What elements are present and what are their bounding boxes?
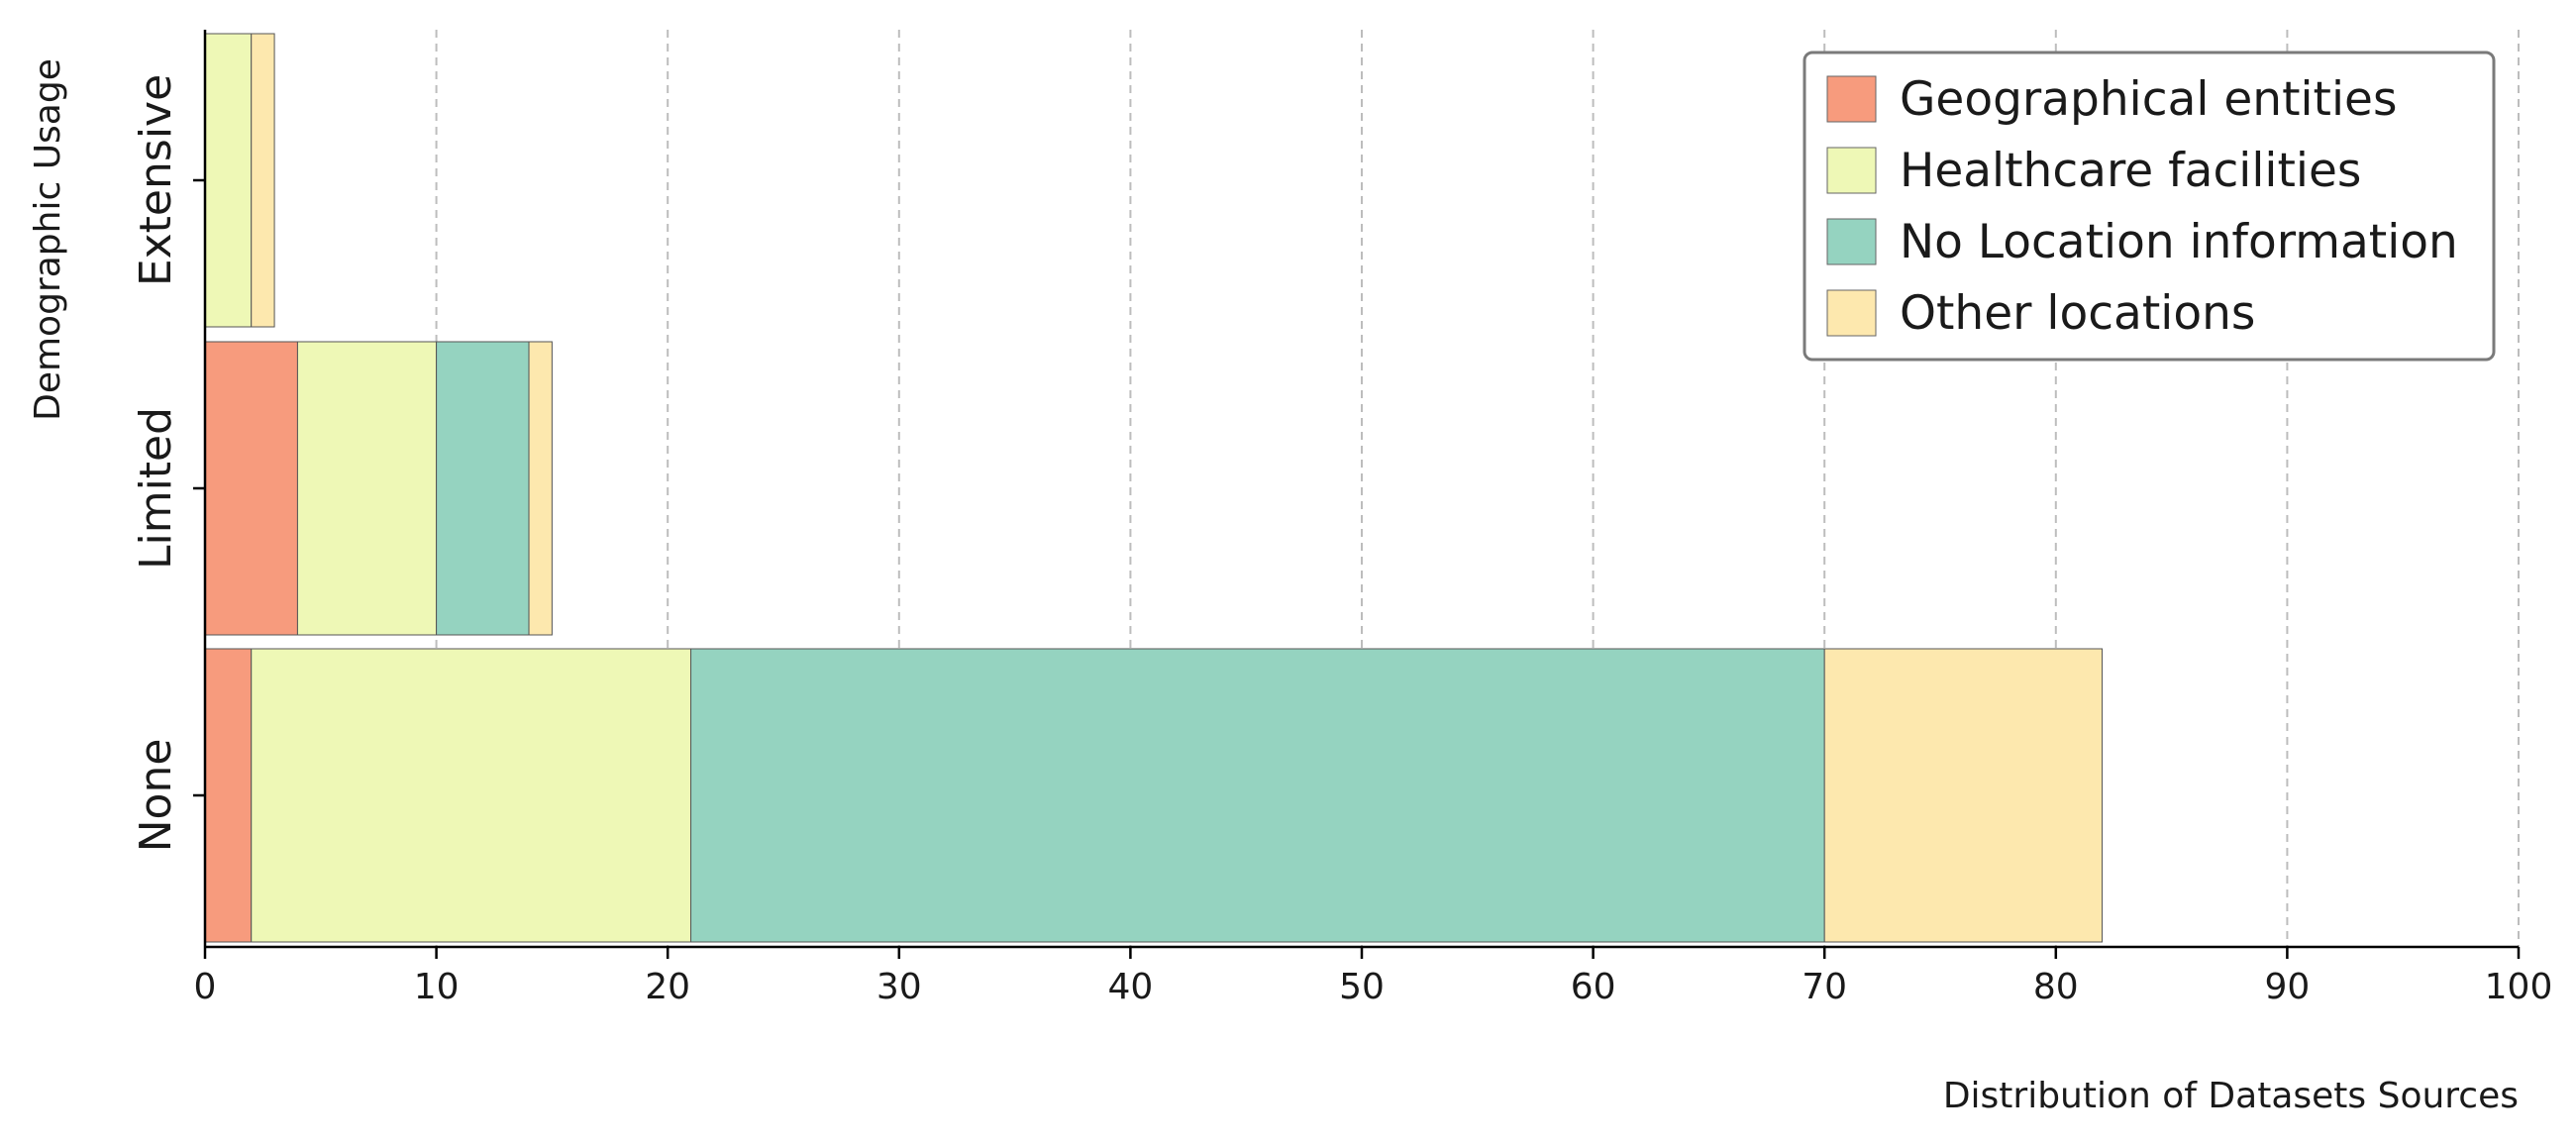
x-tick-label-100: 100: [2485, 967, 2553, 1007]
legend-label-1: Healthcare facilities: [1900, 144, 2361, 198]
y-category-label-extensive: Extensive: [131, 74, 181, 286]
bar-none-series-3: [1823, 648, 2104, 943]
bar-limited-series-1: [296, 341, 438, 636]
y-axis-title: Demographic Usage: [28, 58, 68, 421]
legend-swatch-1: [1826, 147, 1877, 194]
x-tick-label-0: 0: [194, 967, 217, 1007]
x-tick-label-50: 50: [1339, 967, 1385, 1007]
legend-frame: [1803, 51, 2496, 362]
legend-swatch-0: [1826, 75, 1877, 123]
bar-limited-series-0: [204, 341, 298, 636]
legend-label-0: Geographical entities: [1900, 72, 2397, 127]
bar-extensive-series-1: [204, 33, 253, 328]
bar-none-series-0: [204, 648, 253, 943]
bar-limited-series-2: [436, 341, 530, 636]
x-tick-label-20: 20: [645, 967, 690, 1007]
legend-swatch-3: [1826, 289, 1877, 337]
x-tick-label-30: 30: [876, 967, 922, 1007]
axes: 0 10 20 30 40 50 60 70 80 90 100 Extensive Limited No…: [131, 30, 2552, 1007]
x-tick-label-60: 60: [1571, 967, 1616, 1007]
y-category-label-none: None: [131, 739, 181, 853]
legend: Geographical entities Healthcare faciliti…: [1803, 51, 2496, 362]
x-tick-label-40: 40: [1107, 967, 1153, 1007]
legend-swatch-2: [1826, 218, 1877, 265]
x-tick-label-10: 10: [414, 967, 460, 1007]
bar-none-series-1: [251, 648, 692, 943]
bar-none-series-2: [690, 648, 1825, 943]
x-tick-label-70: 70: [1802, 967, 1847, 1007]
y-category-label-limited: Limited: [131, 407, 181, 570]
bar-extensive-series-3: [251, 33, 275, 328]
legend-label-3: Other locations: [1900, 286, 2255, 341]
x-tick-label-90: 90: [2264, 967, 2310, 1007]
x-axis-title: Distribution of Datasets Sources: [1943, 1076, 2519, 1116]
legend-label-2: No Location information: [1900, 215, 2458, 269]
x-tick-label-80: 80: [2033, 967, 2079, 1007]
bar-limited-series-3: [528, 341, 553, 636]
bars: [204, 33, 2104, 943]
